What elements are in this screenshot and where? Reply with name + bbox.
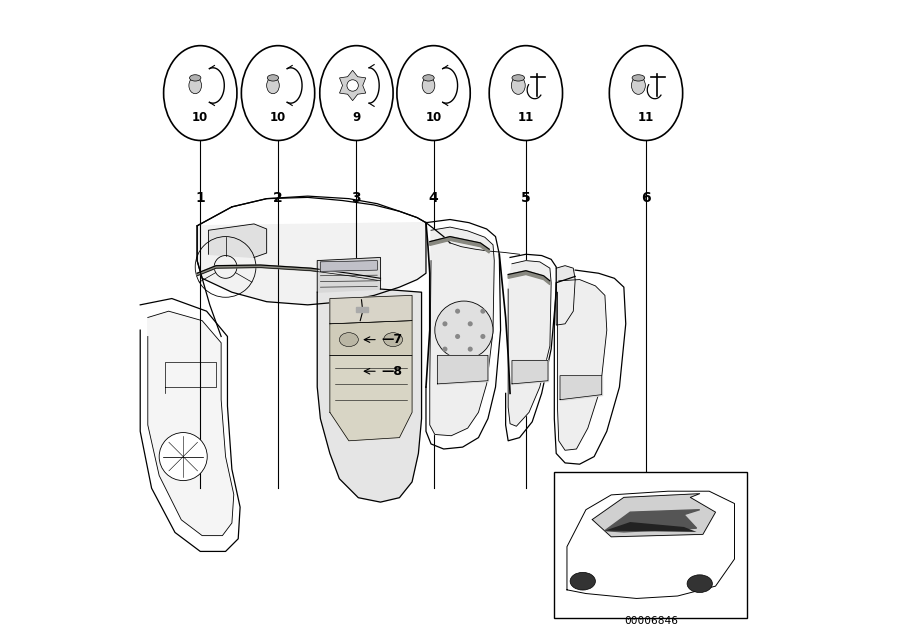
Polygon shape [592,493,716,537]
Polygon shape [508,260,551,426]
Ellipse shape [632,77,645,95]
Polygon shape [560,376,602,399]
Polygon shape [506,254,556,441]
Polygon shape [339,70,365,101]
Polygon shape [356,307,368,312]
Circle shape [435,301,493,359]
Text: 1: 1 [195,191,205,205]
Circle shape [159,432,207,481]
Text: 10: 10 [270,111,286,124]
Ellipse shape [511,77,526,95]
Text: 4: 4 [428,191,438,205]
FancyBboxPatch shape [554,472,747,618]
Ellipse shape [190,75,201,81]
Text: 6: 6 [641,191,651,205]
Text: 11: 11 [638,111,654,124]
Circle shape [455,309,460,314]
Polygon shape [430,227,494,436]
Text: 2: 2 [274,191,283,205]
Circle shape [443,321,447,326]
Polygon shape [209,224,266,257]
Ellipse shape [164,46,237,140]
Polygon shape [197,265,381,281]
Ellipse shape [687,575,713,592]
Text: 10: 10 [192,111,209,124]
Ellipse shape [320,46,393,140]
Circle shape [481,309,485,314]
Polygon shape [140,298,240,551]
Text: 11: 11 [518,111,534,124]
Polygon shape [554,270,626,464]
Polygon shape [197,223,426,305]
Polygon shape [556,265,575,325]
Polygon shape [437,356,488,384]
Text: 5: 5 [521,191,531,205]
Text: 3: 3 [352,191,361,205]
Text: —8: —8 [381,364,402,378]
Ellipse shape [267,75,279,81]
Polygon shape [317,289,421,502]
Circle shape [455,334,460,339]
Ellipse shape [422,77,435,94]
Ellipse shape [266,77,279,94]
Polygon shape [605,522,697,532]
Circle shape [346,80,358,91]
Text: 10: 10 [426,111,442,124]
Polygon shape [426,220,500,449]
Polygon shape [430,237,490,253]
Circle shape [481,334,485,339]
Polygon shape [330,356,412,441]
Ellipse shape [632,75,644,81]
Text: 9: 9 [352,111,361,124]
Ellipse shape [339,333,358,347]
Polygon shape [148,311,234,535]
Ellipse shape [423,75,434,81]
Ellipse shape [609,46,683,140]
Circle shape [468,347,472,352]
Ellipse shape [397,46,470,140]
Ellipse shape [189,77,202,94]
Polygon shape [317,257,381,292]
Polygon shape [605,510,699,532]
Polygon shape [567,491,734,598]
Ellipse shape [570,572,596,590]
Ellipse shape [241,46,315,140]
Polygon shape [508,271,550,284]
Polygon shape [557,279,607,450]
Polygon shape [330,321,412,356]
Polygon shape [320,260,377,271]
Polygon shape [330,295,412,324]
Polygon shape [512,361,548,384]
Text: —7: —7 [381,333,402,346]
Ellipse shape [512,75,525,81]
Circle shape [468,321,472,326]
Circle shape [443,347,447,352]
Text: 00006846: 00006846 [624,616,678,626]
Ellipse shape [490,46,562,140]
Ellipse shape [383,333,402,347]
